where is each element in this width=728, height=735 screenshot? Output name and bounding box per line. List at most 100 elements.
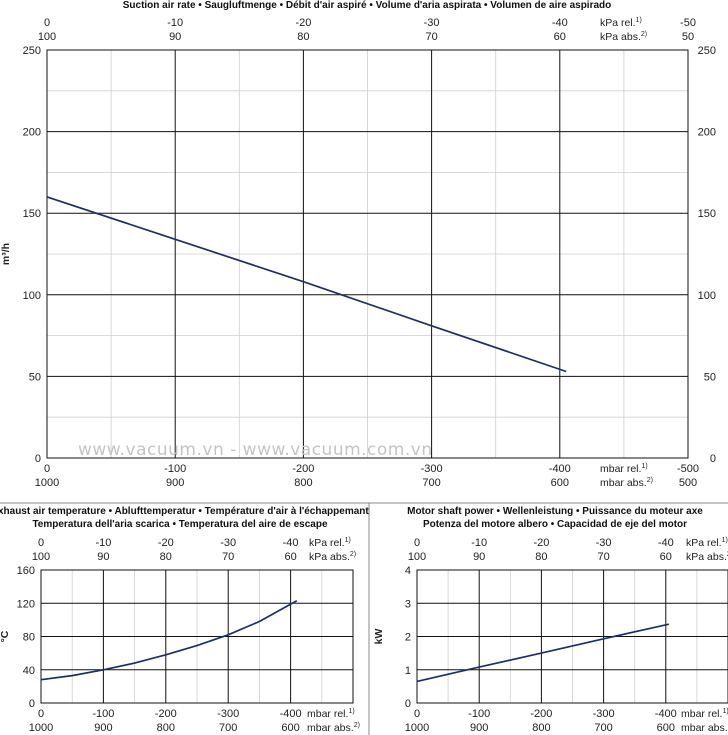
- bottom-rel-unit: mbar rel.1): [600, 463, 648, 475]
- x-tick-label-rel: -400: [549, 463, 571, 475]
- x-tick-label-abs: 1000: [29, 722, 53, 734]
- series-line: [40, 600, 298, 681]
- x-tick-label-abs: 900: [470, 722, 488, 734]
- x-tick-label-rel: -100: [92, 708, 114, 720]
- plot-frame: [40, 569, 354, 704]
- bottom-rel-unit-text: mbar rel.: [681, 708, 722, 720]
- top-rel-unit: kPa rel.1): [600, 17, 642, 29]
- x-tick-label-rel: 0: [414, 708, 420, 720]
- top-rel-unit-footnote: 1): [636, 17, 642, 24]
- top-tick-label-rel: 0: [414, 537, 420, 549]
- watermark: www.vacuum.vn - www.vacuum.com.vn: [78, 440, 433, 460]
- top-tick-label-rel: -10: [95, 537, 111, 549]
- y-tick-label: 120: [17, 598, 35, 610]
- top-tick-label-rel: -10: [471, 537, 487, 549]
- y-axis-label: °C: [0, 630, 11, 642]
- x-tick-label-abs: 600: [281, 722, 299, 734]
- bottom-abs-unit: mbar abs.2): [307, 722, 360, 734]
- y-tick-label: 1: [405, 665, 411, 677]
- y-tick-label: 200: [23, 127, 41, 139]
- chart-title-line: Suction air rate • Saugluftmenge • Débit…: [123, 0, 612, 11]
- y-tick-label-right: 200: [698, 127, 716, 139]
- bottom-abs-unit-text: mbar abs.: [307, 722, 354, 734]
- top-tick-label-abs: 70: [425, 31, 437, 43]
- x-tick-label-abs: 600: [551, 477, 569, 489]
- top-tick-label-abs: 60: [284, 551, 296, 563]
- top-tick-label-rel: 0: [38, 537, 44, 549]
- top-tick-label-rel: -30: [220, 537, 236, 549]
- top-abs-unit-text: kPa abs.: [309, 551, 350, 563]
- y-tick-label: 0: [405, 698, 411, 710]
- y-tick-label: 160: [17, 565, 35, 577]
- top-rel-unit: kPa rel.1): [309, 537, 351, 549]
- top-tick-label-abs: 80: [297, 31, 309, 43]
- top-rel-unit-footnote: 1): [345, 537, 351, 544]
- top-rel-unit: kPa rel.1): [686, 537, 728, 549]
- plot-frame: [46, 49, 689, 459]
- top-tick-label-abs: 100: [38, 31, 56, 43]
- top-tick-label-abs: 90: [97, 551, 109, 563]
- top-rel-unit-text: kPa rel.: [600, 17, 636, 29]
- chart-title-line: Exhaust air temperature • Ablufttemperat…: [0, 506, 369, 517]
- top-tick-label-rel: -20: [295, 17, 311, 29]
- x-tick-label-rel: -100: [468, 708, 490, 720]
- top-tick-label-rel: 0: [44, 17, 50, 29]
- x-tick-label-abs: 800: [157, 722, 175, 734]
- top-abs-unit-footnote: 2): [350, 551, 356, 558]
- bottom-abs-unit-footnote: 2): [354, 722, 360, 729]
- top-rel-unit-text: kPa rel.: [309, 537, 345, 549]
- bottom-rel-unit: mbar rel.1): [681, 708, 728, 720]
- x-tick-label-abs: 900: [94, 722, 112, 734]
- x-tick-label-abs: 1000: [35, 477, 59, 489]
- exhaust-temperature-chart: Exhaust air temperature • Ablufttemperat…: [0, 506, 369, 734]
- top-abs-unit: kPa abs.2): [600, 31, 647, 43]
- bottom-rel-unit-footnote: 1): [348, 708, 354, 715]
- x-tick-label-abs: 900: [166, 477, 184, 489]
- top-tick-label-rel: -40: [552, 17, 568, 29]
- x-tick-label-rel: -200: [155, 708, 177, 720]
- chart-title-line: Temperatura dell'aria scarica • Temperat…: [32, 519, 328, 530]
- y-tick-label: 50: [29, 371, 41, 383]
- y-tick-label: 2: [405, 632, 411, 644]
- y-tick-label: 4: [405, 565, 411, 577]
- top-tick-label-abs: 90: [169, 31, 181, 43]
- top-tick-label-abs: 50: [682, 31, 694, 43]
- y-tick-label-right: 50: [704, 371, 716, 383]
- x-tick-label-abs: 1000: [405, 722, 429, 734]
- x-tick-label-abs: 600: [657, 722, 675, 734]
- y-tick-label-right: 250: [698, 45, 716, 57]
- top-abs-unit-text: kPa abs.: [686, 551, 727, 563]
- top-rel-unit-footnote: 1): [722, 537, 728, 544]
- top-abs-unit-footnote: 2): [641, 31, 647, 38]
- top-abs-unit: kPa abs.2): [686, 551, 728, 563]
- top-tick-label-rel: -40: [283, 537, 299, 549]
- x-tick-label-rel: -200: [292, 463, 314, 475]
- top-rel-unit-text: kPa rel.: [686, 537, 722, 549]
- top-abs-unit-footnote: 2): [727, 551, 728, 558]
- x-tick-label-abs: 700: [422, 477, 440, 489]
- y-tick-label: 0: [35, 453, 41, 465]
- y-tick-label-right: 0: [710, 453, 716, 465]
- top-abs-unit-text: kPa abs.: [600, 31, 641, 43]
- x-tick-label-rel: 0: [38, 708, 44, 720]
- series-line: [416, 623, 670, 683]
- bottom-abs-unit-footnote: 2): [647, 477, 653, 484]
- top-tick-label-rel: -50: [680, 17, 696, 29]
- top-tick-label-rel: -10: [167, 17, 183, 29]
- chart-title-line: Potenza del motore albero • Capacidad de…: [423, 519, 687, 530]
- suction-air-rate-chart: Suction air rate • Saugluftmenge • Débit…: [0, 0, 716, 489]
- y-axis-label: m³/h: [0, 243, 12, 265]
- y-tick-label-right: 100: [698, 290, 716, 302]
- chart-title-line: Motor shaft power • Wellenleistung • Pui…: [407, 506, 703, 517]
- bottom-rel-unit-footnote: 1): [641, 463, 647, 470]
- x-tick-label-abs: 700: [219, 722, 237, 734]
- top-tick-label-rel: -20: [158, 537, 174, 549]
- x-tick-label-abs: 800: [294, 477, 312, 489]
- motor-shaft-power-chart: Motor shaft power • Wellenleistung • Pui…: [373, 506, 728, 734]
- x-tick-label-rel: -300: [421, 463, 443, 475]
- bottom-rel-unit-text: mbar rel.: [307, 708, 348, 720]
- bottom-abs-unit-text: mbar abs.: [681, 722, 728, 734]
- x-tick-label-abs: 700: [594, 722, 612, 734]
- top-tick-label-abs: 70: [222, 551, 234, 563]
- x-tick-label-rel: -300: [593, 708, 615, 720]
